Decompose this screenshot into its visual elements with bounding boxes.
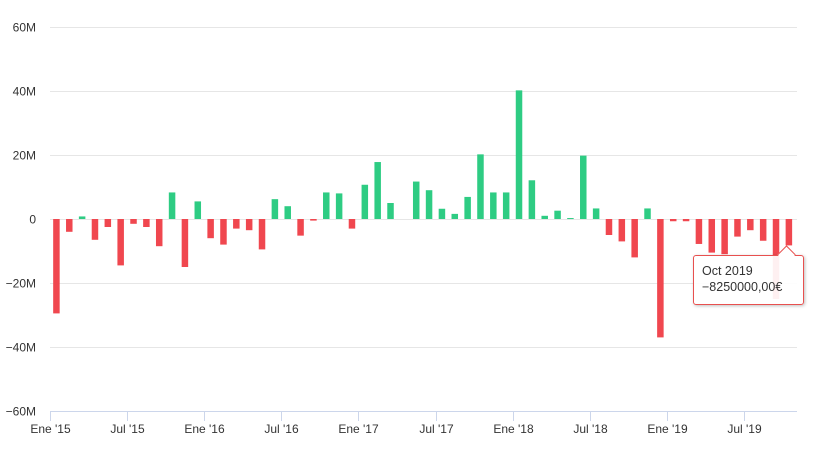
bar[interactable] xyxy=(669,219,677,222)
bar[interactable] xyxy=(310,219,317,221)
bar[interactable] xyxy=(785,219,793,246)
bar[interactable] xyxy=(554,210,561,219)
x-tick-label: Jul '15 xyxy=(110,422,145,436)
bar[interactable] xyxy=(91,219,99,240)
bar[interactable] xyxy=(747,219,754,231)
x-tick-label: Jul '17 xyxy=(419,422,454,436)
bar[interactable] xyxy=(387,203,394,219)
bar[interactable] xyxy=(580,155,587,219)
bar[interactable] xyxy=(502,192,510,219)
bar[interactable] xyxy=(734,219,741,237)
x-axis: Ene '15 Jul '15 Ene '16 Jul '16 Ene '17 Jul '… xyxy=(30,411,797,436)
grid-lines xyxy=(50,27,797,348)
bar[interactable] xyxy=(438,208,446,219)
bar[interactable] xyxy=(682,219,690,222)
bar[interactable] xyxy=(66,219,73,232)
y-tick-label: 20M xyxy=(13,149,36,163)
y-tick-label: 40M xyxy=(13,85,36,99)
x-tick-label: Jul '19 xyxy=(727,422,762,436)
x-tick-label: Ene '15 xyxy=(30,422,71,436)
bar[interactable] xyxy=(323,192,330,219)
bar[interactable] xyxy=(53,219,60,314)
bar[interactable] xyxy=(644,208,651,219)
bar[interactable] xyxy=(592,208,600,219)
bar[interactable] xyxy=(78,216,86,219)
y-tick-label: −40M xyxy=(6,341,36,355)
x-tick-label: Ene '18 xyxy=(493,422,534,436)
bar[interactable] xyxy=(233,219,240,229)
bar[interactable] xyxy=(117,219,124,266)
bar[interactable] xyxy=(348,219,356,229)
bar[interactable] xyxy=(631,219,638,258)
y-tick-label: 60M xyxy=(13,21,36,35)
bar[interactable] xyxy=(567,218,574,220)
x-tick-label: Ene '17 xyxy=(338,422,379,436)
bar[interactable] xyxy=(374,162,381,219)
bar[interactable] xyxy=(451,213,459,219)
bar[interactable] xyxy=(220,219,227,245)
bar[interactable] xyxy=(194,201,202,219)
y-tick-label: −20M xyxy=(6,277,36,291)
bar[interactable] xyxy=(297,219,304,236)
bar[interactable] xyxy=(155,219,163,247)
bar[interactable] xyxy=(104,219,112,227)
bar[interactable] xyxy=(695,219,703,244)
x-tick-label: Jul '18 xyxy=(573,422,608,436)
bar[interactable] xyxy=(143,219,150,227)
bar[interactable] xyxy=(618,219,626,242)
bar[interactable] xyxy=(464,196,471,219)
tooltip-value: −8250000,00€ xyxy=(702,280,783,294)
x-tick-label: Jul '16 xyxy=(264,422,299,436)
bar[interactable] xyxy=(657,219,664,338)
bar[interactable] xyxy=(207,219,214,239)
bar[interactable] xyxy=(271,199,279,219)
y-tick-label: −60M xyxy=(6,405,36,419)
bar[interactable] xyxy=(541,215,548,219)
y-axis-tick-labels: 60M 40M 20M 0 −20M −40M −60M xyxy=(6,21,37,419)
bars[interactable] xyxy=(53,90,793,338)
bar[interactable] xyxy=(528,180,536,219)
bar[interactable] xyxy=(245,219,253,231)
bar[interactable] xyxy=(708,219,716,253)
y-tick-label: 0 xyxy=(29,213,36,227)
x-tick-label: Ene '16 xyxy=(184,422,225,436)
bar[interactable] xyxy=(515,90,523,219)
bar[interactable] xyxy=(759,219,767,241)
bar[interactable] xyxy=(721,219,728,255)
bar[interactable] xyxy=(477,154,484,219)
tooltip: Oct 2019 −8250000,00€ xyxy=(693,245,804,305)
bar[interactable] xyxy=(168,192,176,219)
bar[interactable] xyxy=(490,192,497,219)
bar[interactable] xyxy=(412,181,420,219)
bar[interactable] xyxy=(361,184,369,219)
bar[interactable] xyxy=(258,219,266,250)
bar[interactable] xyxy=(335,193,343,219)
bar[interactable] xyxy=(425,190,433,219)
x-tick-label: Ene '19 xyxy=(647,422,688,436)
bar[interactable] xyxy=(605,219,613,235)
bar[interactable] xyxy=(130,219,137,224)
bar[interactable] xyxy=(284,206,291,219)
tooltip-title: Oct 2019 xyxy=(702,264,753,278)
bar[interactable] xyxy=(181,219,189,267)
